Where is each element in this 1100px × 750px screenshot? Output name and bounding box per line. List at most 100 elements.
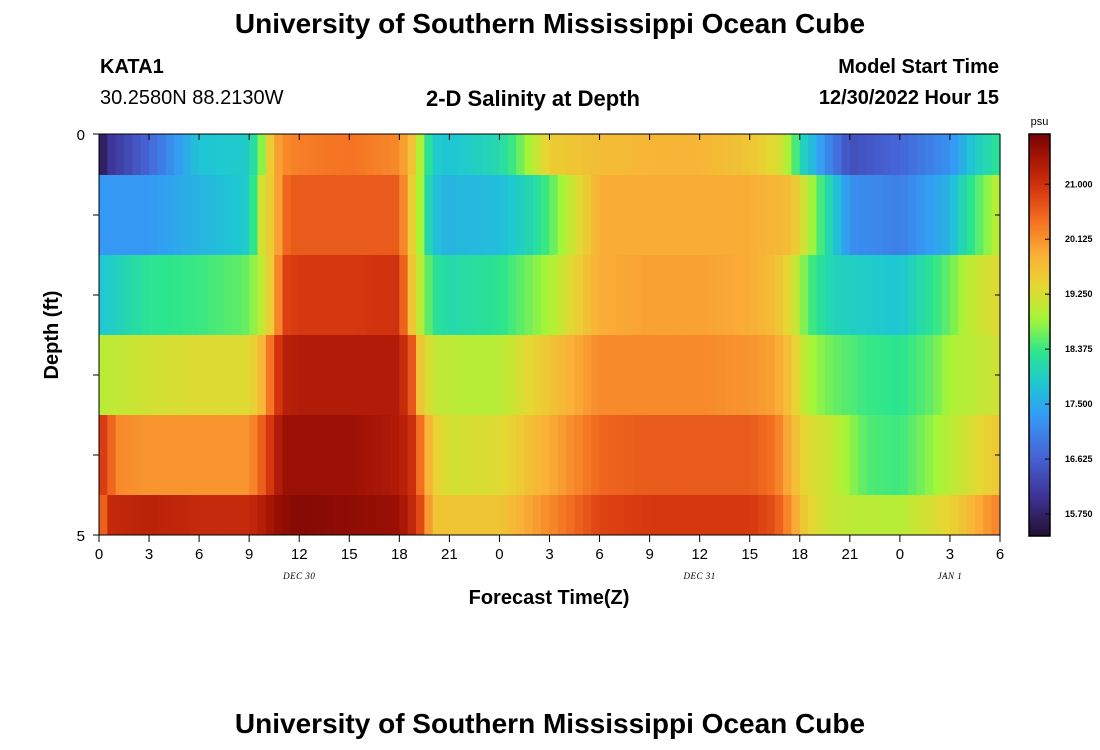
heatmap-cell xyxy=(616,415,626,495)
heatmap-cell xyxy=(591,335,601,415)
heatmap-cell xyxy=(149,335,158,415)
x-axis-title: Forecast Time(Z) xyxy=(469,587,630,609)
heatmap-cell xyxy=(507,134,517,175)
heatmap-cell xyxy=(908,415,918,495)
heatmap-cell xyxy=(399,134,409,175)
heatmap-cell xyxy=(115,175,125,255)
heatmap-cell xyxy=(774,175,784,255)
heatmap-cell xyxy=(357,255,367,335)
heatmap-cell xyxy=(499,495,509,535)
heatmap-cell xyxy=(699,134,709,175)
heatmap-cell xyxy=(908,495,918,535)
heatmap-cell xyxy=(541,134,551,175)
heatmap-cell xyxy=(916,175,926,255)
heatmap-cell xyxy=(290,175,300,255)
heatmap-cell xyxy=(674,335,684,415)
x-tick-label: 18 xyxy=(791,546,808,563)
heatmap-cell xyxy=(574,175,584,255)
heatmap-cell xyxy=(274,495,284,535)
heatmap-cell xyxy=(474,255,484,335)
heatmap-cell xyxy=(349,495,359,535)
heatmap-cell xyxy=(991,134,1001,175)
heatmap-cell xyxy=(816,255,826,335)
heatmap-cell xyxy=(140,134,150,175)
heatmap-cell xyxy=(624,175,634,255)
heatmap-cell xyxy=(407,255,417,335)
heatmap-cell xyxy=(307,134,317,175)
heatmap-cell xyxy=(332,335,342,415)
heatmap-cell xyxy=(541,415,551,495)
heatmap-cell xyxy=(516,415,526,495)
heatmap-cell xyxy=(165,134,175,175)
heatmap-cell xyxy=(365,175,375,255)
heatmap-cell xyxy=(733,495,742,535)
heatmap-cell xyxy=(441,175,450,255)
heatmap-cell xyxy=(808,495,818,535)
heatmap-cell xyxy=(307,175,317,255)
heatmap-cell xyxy=(265,495,275,535)
heatmap-cell xyxy=(758,255,767,335)
heatmap-cell xyxy=(115,415,125,495)
heatmap-cell xyxy=(232,335,242,415)
heatmap-cell xyxy=(924,175,934,255)
heatmap-cell xyxy=(432,415,442,495)
heatmap-cell xyxy=(708,415,717,495)
heatmap-cell xyxy=(983,134,993,175)
heatmap-cell xyxy=(824,415,834,495)
heatmap-cell xyxy=(974,255,984,335)
heatmap-cell xyxy=(449,134,459,175)
heatmap-cell xyxy=(424,175,434,255)
heatmap-cell xyxy=(157,175,167,255)
colorbar: 15.750 16.625 17.500 18.375 19.250 20.125 21.0… xyxy=(1028,116,1093,537)
heatmap-cell xyxy=(524,415,534,495)
heatmap-cell xyxy=(207,255,217,335)
heatmap-cell xyxy=(674,255,684,335)
heatmap-cell xyxy=(949,495,959,535)
heatmap-cell xyxy=(599,495,609,535)
heatmap-cell xyxy=(716,415,726,495)
heatmap-cell xyxy=(616,134,626,175)
heatmap-cell xyxy=(315,495,325,535)
heatmap-cell xyxy=(491,335,501,415)
heatmap-cell xyxy=(708,134,717,175)
heatmap-cell xyxy=(874,175,884,255)
heatmap-cell xyxy=(716,495,726,535)
heatmap-cell xyxy=(607,175,617,255)
heatmap-cell xyxy=(774,255,784,335)
heatmap-cell xyxy=(799,415,809,495)
heatmap-cell xyxy=(382,335,392,415)
heatmap-cell xyxy=(983,255,993,335)
heatmap-cell xyxy=(641,335,651,415)
heatmap-cell xyxy=(933,335,943,415)
heatmap-cell xyxy=(966,255,976,335)
heatmap-cell xyxy=(632,335,642,415)
heatmap-cell xyxy=(416,175,425,255)
heatmap-cell xyxy=(357,134,367,175)
heatmap-cell xyxy=(507,255,517,335)
colorbar-tick-label: 19.250 xyxy=(1065,289,1093,299)
heatmap-cell xyxy=(382,415,392,495)
heatmap-cell xyxy=(724,175,734,255)
heatmap-cell xyxy=(983,415,993,495)
heatmap-cell xyxy=(582,335,592,415)
heatmap-cell xyxy=(516,175,526,255)
heatmap-cell xyxy=(657,255,667,335)
heatmap-cell xyxy=(507,175,517,255)
heatmap-cell xyxy=(549,415,559,495)
heatmap-cell xyxy=(758,335,767,415)
heatmap-cell xyxy=(733,255,742,335)
heatmap-cell xyxy=(449,255,459,335)
heatmap-cell xyxy=(249,175,259,255)
heatmap-cell xyxy=(616,495,626,535)
heatmap-cell xyxy=(549,335,559,415)
heatmap-cell xyxy=(974,175,984,255)
heatmap-cell xyxy=(457,415,467,495)
heatmap-cell xyxy=(833,415,843,495)
heatmap-cell xyxy=(99,415,108,495)
heatmap-cell xyxy=(224,495,234,535)
heatmap-cell xyxy=(282,255,292,335)
heatmap-cell xyxy=(574,335,584,415)
heatmap-cell xyxy=(866,134,876,175)
heatmap-cell xyxy=(416,335,425,415)
heatmap-cell xyxy=(466,495,476,535)
